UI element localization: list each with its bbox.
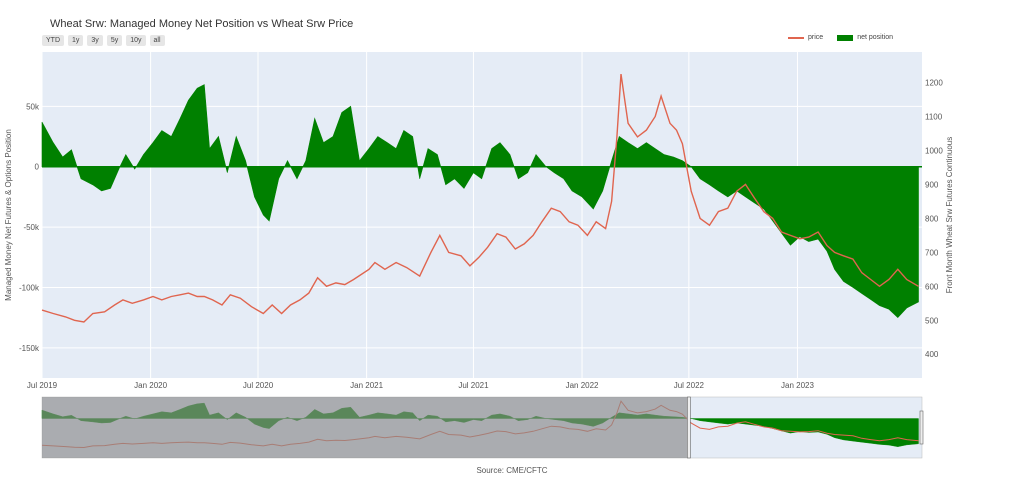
- range-slider-handle-right[interactable]: [919, 410, 924, 445]
- legend-item-net-position[interactable]: net position: [837, 34, 893, 41]
- x-tick-label-6: Jul 2022: [674, 381, 705, 390]
- y-left-tick-label-0: 50k: [26, 102, 40, 111]
- legend-item-price[interactable]: price: [788, 34, 823, 41]
- y-right-tick-label-1: 500: [925, 316, 939, 325]
- range-slider-mask: [42, 397, 689, 458]
- x-tick-label-3: Jan 2021: [350, 381, 383, 390]
- y-right-tick-label-7: 1100: [925, 113, 943, 122]
- x-tick-label-2: Jul 2020: [243, 381, 274, 390]
- y-right-tick-label-0: 400: [925, 350, 939, 359]
- y-left-tick-label-2: -50k: [23, 223, 40, 232]
- axes: Jul 2019 Jan 2020 Jul 2020 Jan 2021 Jul 2021…: [4, 79, 954, 390]
- y-right-tick-label-2: 600: [925, 282, 939, 291]
- chart-title: Wheat Srw: Managed Money Net Position vs…: [50, 18, 354, 30]
- range-button-ytd[interactable]: YTD: [42, 35, 64, 46]
- range-button-1y[interactable]: 1y: [68, 35, 84, 46]
- y-right-axis-title: Front Month Wheat Srw Futures Continuous: [945, 137, 954, 294]
- y-left-tick-label-1: 0: [35, 163, 40, 172]
- range-button-3y[interactable]: 3y: [87, 35, 103, 46]
- y-left-tick-label-4: -150k: [19, 344, 40, 353]
- range-button-5y[interactable]: 5y: [106, 35, 123, 46]
- legend-label-price: price: [808, 34, 824, 41]
- x-tick-label-1: Jan 2020: [134, 381, 167, 390]
- legend-swatch-net-position: [837, 34, 854, 41]
- y-left-axis-title: Managed Money Net Futures & Options Posi…: [4, 129, 13, 301]
- range-selector-buttons: YTD 1y 3y 5y 10y all: [42, 35, 165, 46]
- source-note: Source: CME/CFTC: [476, 466, 548, 475]
- x-tick-label-5: Jan 2022: [566, 381, 599, 390]
- x-tick-label-4: Jul 2021: [458, 381, 489, 390]
- y-right-tick-label-5: 900: [925, 180, 939, 189]
- series-net-position-area: [41, 84, 919, 319]
- range-slider-handle-left[interactable]: [687, 396, 691, 459]
- y-right-tick-label-8: 1200: [925, 79, 943, 88]
- y-right-tick-label-4: 800: [925, 214, 939, 223]
- range-button-all[interactable]: all: [149, 35, 165, 46]
- x-tick-label-7: Jan 2023: [781, 381, 814, 390]
- y-right-tick-label-3: 700: [925, 248, 939, 257]
- y-right-tick-label-6: 1000: [925, 146, 943, 155]
- range-button-10y[interactable]: 10y: [126, 35, 146, 46]
- legend-label-net-position: net position: [857, 34, 893, 41]
- legend-swatch-price: [788, 36, 804, 39]
- series-price-line: [41, 74, 919, 323]
- x-tick-label-0: Jul 2019: [27, 381, 58, 390]
- y-left-tick-label-3: -100k: [19, 283, 40, 292]
- chart-legend: price net position: [788, 34, 893, 41]
